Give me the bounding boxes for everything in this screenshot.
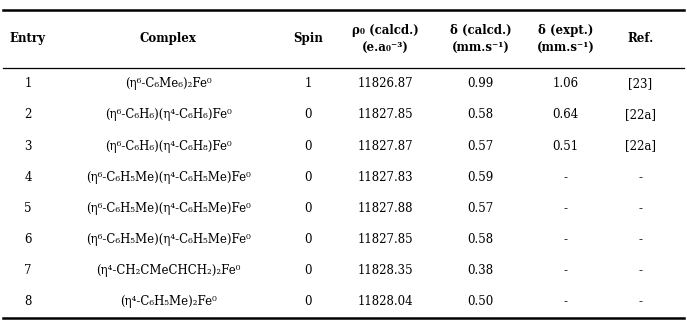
Text: 1.06: 1.06 (552, 77, 578, 90)
Text: 0: 0 (304, 295, 312, 308)
Text: (η⁶-C₆H₅Me)(η⁴-C₆H₅Me)Fe⁰: (η⁶-C₆H₅Me)(η⁴-C₆H₅Me)Fe⁰ (86, 171, 250, 184)
Text: 6: 6 (24, 233, 32, 246)
Text: -: - (563, 264, 567, 277)
Text: 11827.85: 11827.85 (357, 108, 413, 121)
Text: -: - (563, 233, 567, 246)
Text: 7: 7 (24, 264, 32, 277)
Text: -: - (563, 295, 567, 308)
Text: (η⁶-C₆H₆)(η⁴-C₆H₈)Fe⁰: (η⁶-C₆H₆)(η⁴-C₆H₈)Fe⁰ (104, 140, 232, 153)
Text: [22a]: [22a] (625, 140, 656, 153)
Text: (η⁴-C₆H₅Me)₂Fe⁰: (η⁴-C₆H₅Me)₂Fe⁰ (120, 295, 216, 308)
Text: 0.99: 0.99 (467, 77, 494, 90)
Text: 0.57: 0.57 (467, 202, 494, 215)
Text: 11827.87: 11827.87 (357, 140, 413, 153)
Text: 0.50: 0.50 (467, 295, 494, 308)
Text: 1: 1 (24, 77, 32, 90)
Text: 0: 0 (304, 264, 312, 277)
Text: [22a]: [22a] (625, 108, 656, 121)
Text: 3: 3 (24, 140, 32, 153)
Text: Entry: Entry (10, 32, 46, 45)
Text: -: - (638, 233, 642, 246)
Text: 0: 0 (304, 108, 312, 121)
Text: 0.58: 0.58 (467, 108, 493, 121)
Text: 0.38: 0.38 (467, 264, 493, 277)
Text: -: - (563, 202, 567, 215)
Text: -: - (638, 202, 642, 215)
Text: 0: 0 (304, 171, 312, 184)
Text: -: - (563, 171, 567, 184)
Text: 0: 0 (304, 140, 312, 153)
Text: 0.57: 0.57 (467, 140, 494, 153)
Text: 5: 5 (24, 202, 32, 215)
Text: 8: 8 (24, 295, 32, 308)
Text: (mm.s⁻¹): (mm.s⁻¹) (451, 42, 510, 55)
Text: 0.59: 0.59 (467, 171, 494, 184)
Text: 0: 0 (304, 233, 312, 246)
Text: δ (calcd.): δ (calcd.) (450, 24, 511, 37)
Text: (η⁶-C₆H₆)(η⁴-C₆H₆)Fe⁰: (η⁶-C₆H₆)(η⁴-C₆H₆)Fe⁰ (104, 108, 232, 121)
Text: [23]: [23] (629, 77, 653, 90)
Text: 11828.04: 11828.04 (357, 295, 413, 308)
Text: 0.64: 0.64 (552, 108, 578, 121)
Text: Complex: Complex (139, 32, 196, 45)
Text: 0.58: 0.58 (467, 233, 493, 246)
Text: Ref.: Ref. (627, 32, 653, 45)
Text: 1: 1 (304, 77, 312, 90)
Text: -: - (638, 264, 642, 277)
Text: 11827.83: 11827.83 (357, 171, 413, 184)
Text: 4: 4 (24, 171, 32, 184)
Text: (η⁶-C₆Me₆)₂Fe⁰: (η⁶-C₆Me₆)₂Fe⁰ (125, 77, 212, 90)
Text: δ (expt.): δ (expt.) (538, 24, 594, 37)
Text: (η⁶-C₆H₅Me)(η⁴-C₆H₅Me)Fe⁰: (η⁶-C₆H₅Me)(η⁴-C₆H₅Me)Fe⁰ (86, 202, 250, 215)
Text: -: - (638, 171, 642, 184)
Text: (mm.s⁻¹): (mm.s⁻¹) (537, 42, 594, 55)
Text: 11828.35: 11828.35 (357, 264, 413, 277)
Text: ρ₀ (calcd.): ρ₀ (calcd.) (352, 24, 418, 37)
Text: -: - (638, 295, 642, 308)
Text: (e.a₀⁻³): (e.a₀⁻³) (362, 42, 409, 55)
Text: 0: 0 (304, 202, 312, 215)
Text: 11827.85: 11827.85 (357, 233, 413, 246)
Text: 11826.87: 11826.87 (357, 77, 413, 90)
Text: 2: 2 (24, 108, 32, 121)
Text: Spin: Spin (293, 32, 323, 45)
Text: 0.51: 0.51 (552, 140, 578, 153)
Text: 11827.88: 11827.88 (357, 202, 413, 215)
Text: (η⁶-C₆H₅Me)(η⁴-C₆H₅Me)Fe⁰: (η⁶-C₆H₅Me)(η⁴-C₆H₅Me)Fe⁰ (86, 233, 250, 246)
Text: (η⁴-CH₂CMeCHCH₂)₂Fe⁰: (η⁴-CH₂CMeCHCH₂)₂Fe⁰ (96, 264, 240, 277)
